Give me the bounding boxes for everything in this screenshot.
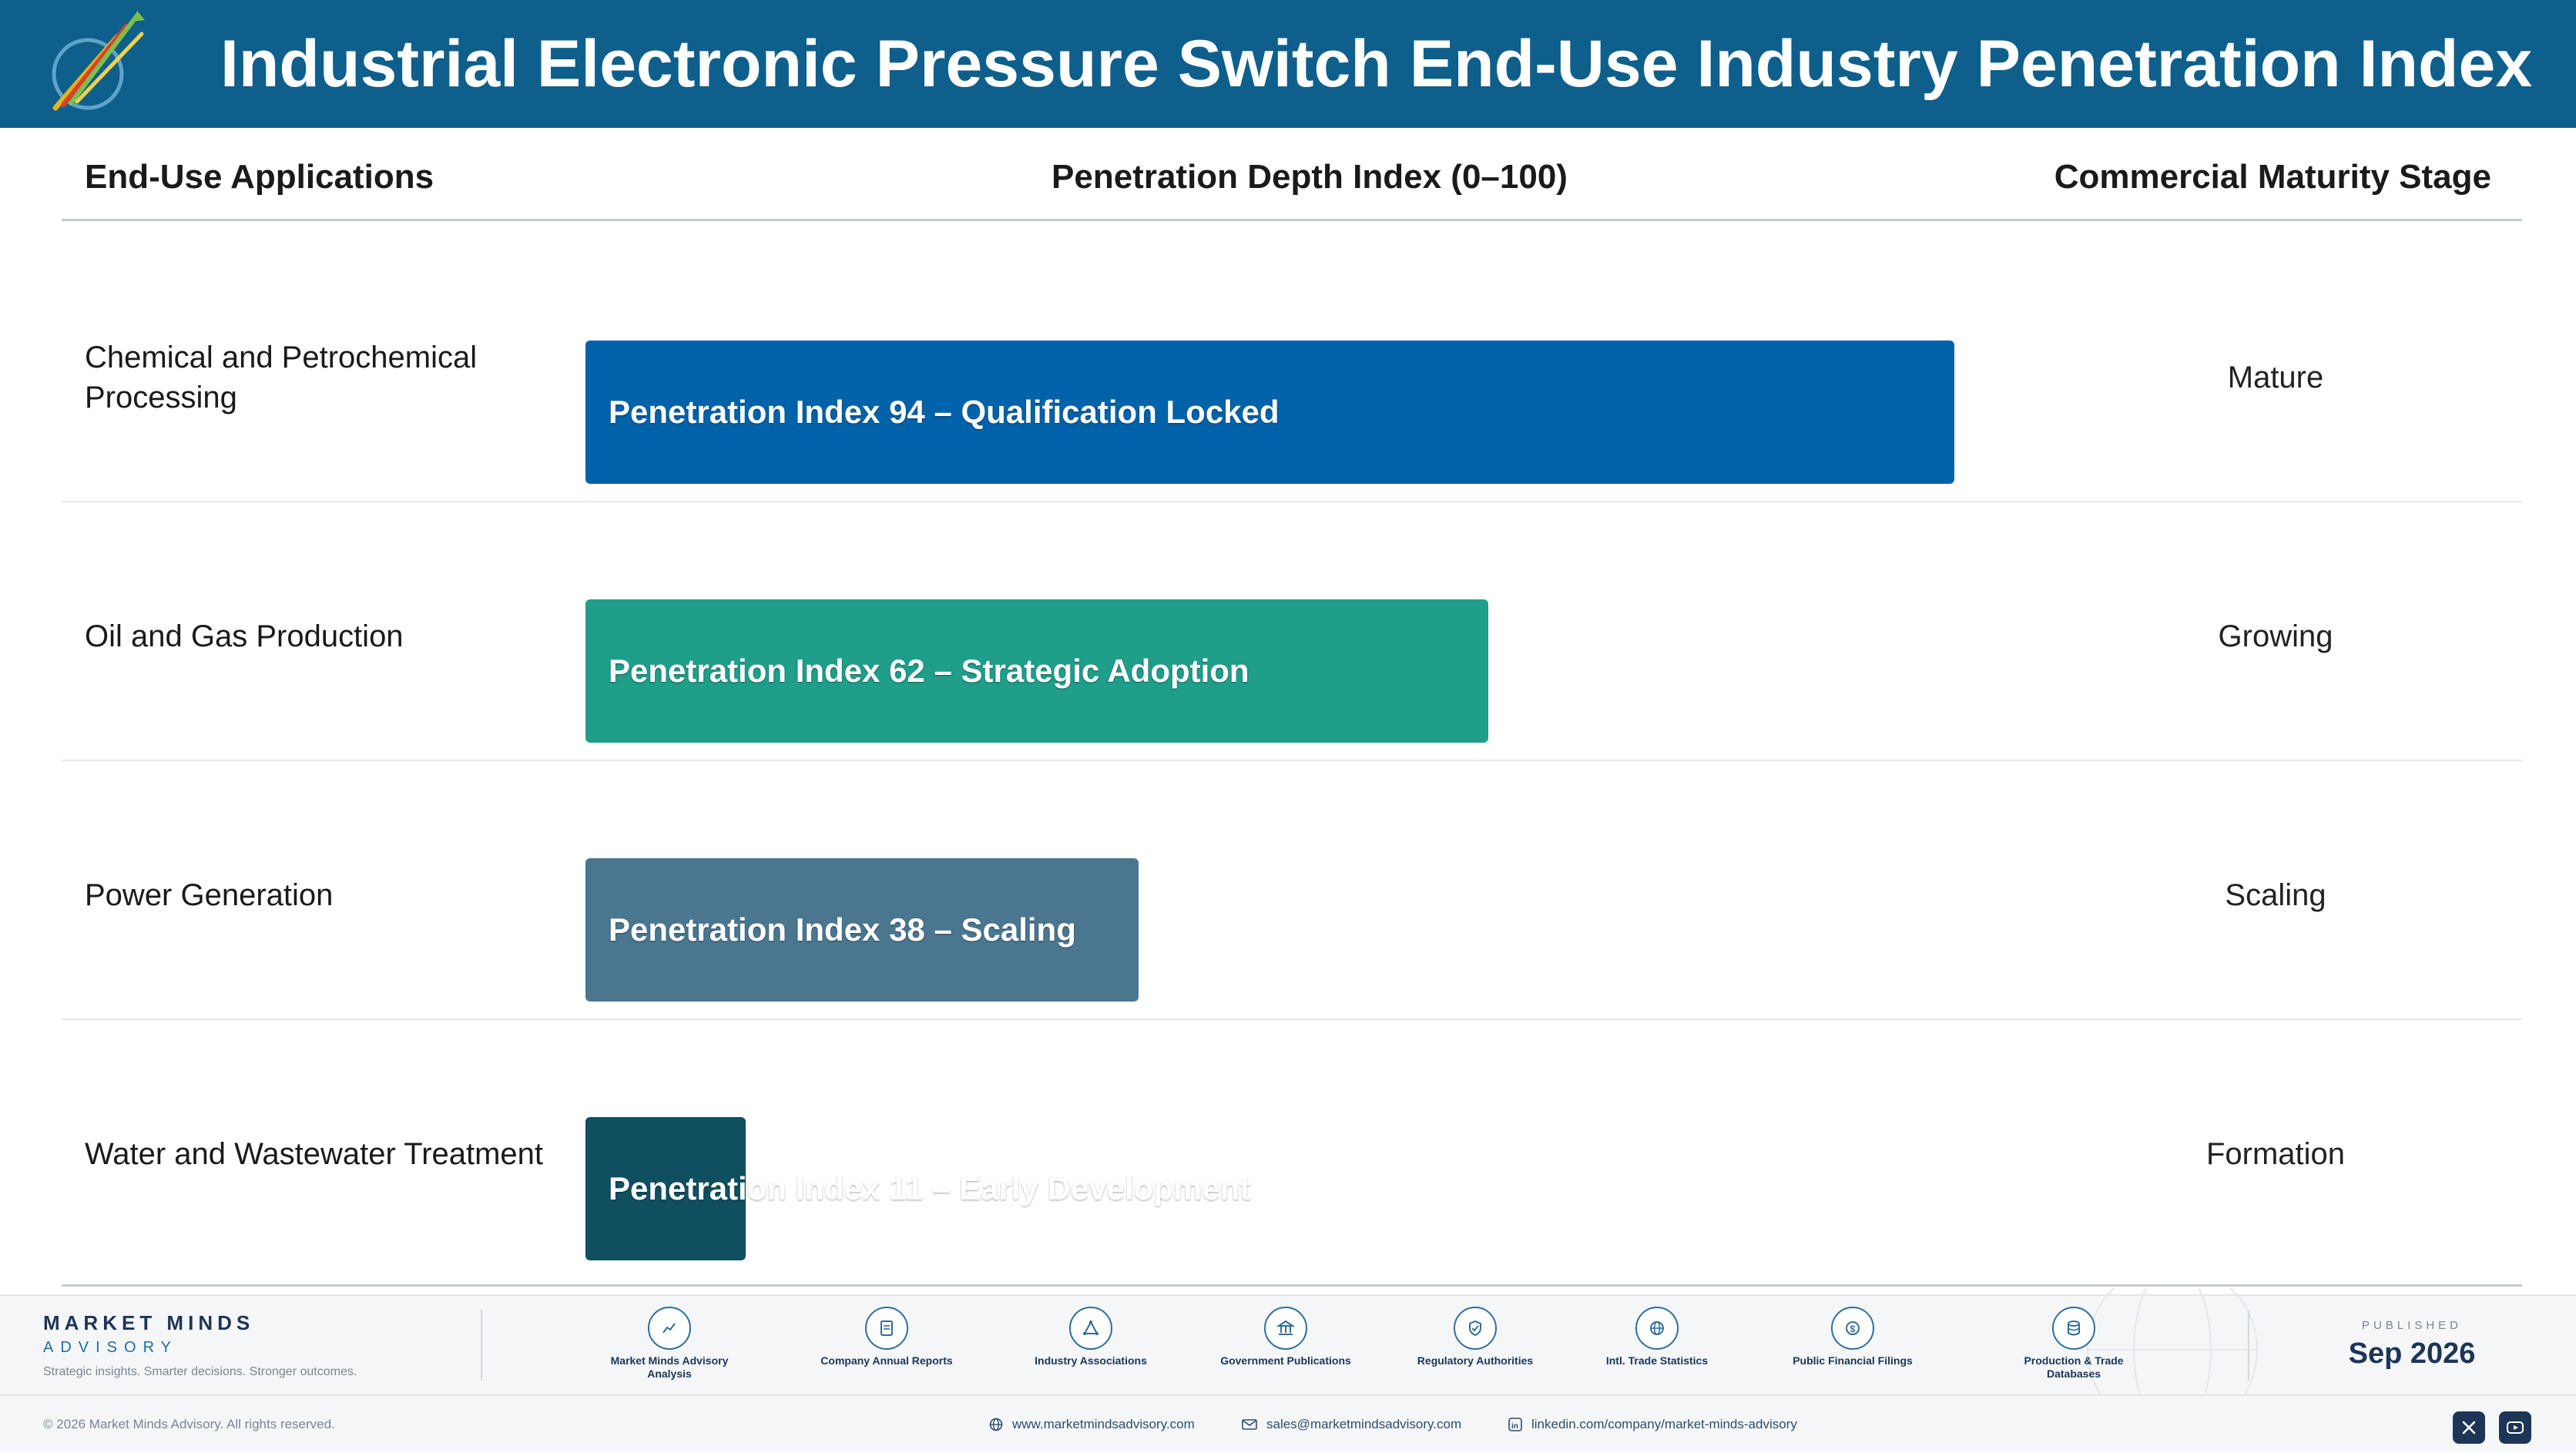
linkedin-text: linkedin.com/company/market-minds-adviso… xyxy=(1531,1417,1797,1431)
website-text: www.marketmindsadvisory.com xyxy=(1012,1417,1195,1431)
source-label: Public Financial Filings xyxy=(1793,1354,1913,1367)
youtube-social-button[interactable] xyxy=(2499,1411,2531,1444)
penetration-bar xyxy=(585,1117,746,1260)
application-label: Chemical and Petrochemical Processing xyxy=(85,341,478,414)
chart-row: Chemical and Petrochemical Processing Pen… xyxy=(62,248,2522,507)
footer-divider-right xyxy=(2248,1310,2249,1381)
header-divider xyxy=(62,219,2522,221)
footer-bottom-strip: © 2026 Market Minds Advisory. All rights… xyxy=(0,1394,2576,1453)
globe-icon xyxy=(989,1418,1003,1431)
application-label: Water and Wastewater Treatment xyxy=(85,1137,544,1171)
source-label: Intl. Trade Statistics xyxy=(1605,1354,1709,1367)
source-label: Company Annual Reports xyxy=(820,1354,953,1367)
source-item: Regulatory Authorities xyxy=(1398,1307,1552,1367)
bar-data-label: Penetration Index 38 – Scaling xyxy=(609,911,1076,948)
penetration-bar xyxy=(585,341,1954,484)
application-label: Oil and Gas Production xyxy=(85,619,404,653)
chart-row: Power Generation Penetration Index 38 – S… xyxy=(62,766,2522,1025)
column-header-penetration: Penetration Depth Index (0–100) xyxy=(1052,158,1568,196)
row-divider xyxy=(62,760,2522,761)
row-divider xyxy=(62,501,2522,502)
database-icon xyxy=(2052,1307,2095,1350)
globe-watermark-icon xyxy=(2087,1288,2258,1396)
source-item: Production & Trade Databases xyxy=(1997,1307,2151,1381)
copyright-text: © 2026 Market Minds Advisory. All rights… xyxy=(43,1417,335,1431)
play-icon xyxy=(2507,1421,2524,1434)
source-label: Production & Trade Databases xyxy=(2024,1354,2124,1380)
x-social-button[interactable] xyxy=(2453,1411,2485,1444)
row-divider xyxy=(62,1018,2522,1020)
company-logo xyxy=(52,11,145,111)
government-building-icon xyxy=(1264,1307,1307,1350)
maturity-stage: Formation xyxy=(2205,1137,2346,1171)
penetration-bar xyxy=(585,858,1139,1002)
x-logo-icon xyxy=(2462,1421,2476,1435)
network-icon xyxy=(1069,1307,1112,1350)
maturity-stage: Mature xyxy=(2227,361,2324,394)
brand-tagline: Strategic insights. Smarter decisions. S… xyxy=(43,1365,357,1378)
email-link[interactable]: sales@marketmindsadvisory.com xyxy=(1242,1396,1461,1453)
source-item: Industry Associations xyxy=(1014,1307,1168,1367)
column-header-applications: End-Use Applications xyxy=(85,158,434,196)
chart-row: Oil and Gas Production Penetration Index … xyxy=(62,507,2522,766)
bar-track: Penetration Index 38 – Scaling xyxy=(585,766,2126,1025)
bar-data-label: Penetration Index 94 – Qualification Loc… xyxy=(609,394,1280,430)
bar-data-label: Penetration Index 11 – Early Development xyxy=(609,1170,1251,1206)
globe-icon xyxy=(1635,1307,1679,1350)
header-banner: Industrial Electronic Pressure Switch En… xyxy=(0,0,2576,128)
source-label: Market Minds Advisory Analysis xyxy=(610,1354,729,1380)
maturity-stage: Growing xyxy=(2218,619,2333,653)
source-item: Intl. Trade Statistics xyxy=(1580,1307,1734,1367)
maturity-stage: Scaling xyxy=(2225,878,2326,912)
application-label: Power Generation xyxy=(85,878,334,912)
brand-name: MARKET MINDS xyxy=(43,1311,255,1334)
column-header-stage: Commercial Maturity Stage xyxy=(2054,158,2491,196)
svg-text:in: in xyxy=(1511,1422,1518,1431)
penetration-bar xyxy=(585,599,1488,743)
source-item: Government Publications xyxy=(1209,1307,1363,1367)
table-bottom-divider xyxy=(62,1284,2522,1287)
document-icon xyxy=(865,1307,908,1350)
published-label: PUBLISHED xyxy=(2361,1319,2463,1332)
trend-chart-icon xyxy=(648,1307,691,1350)
mail-icon xyxy=(1242,1419,1257,1430)
footer-divider-left xyxy=(481,1310,482,1381)
source-label: Regulatory Authorities xyxy=(1417,1354,1534,1367)
linkedin-icon: in xyxy=(1508,1418,1522,1431)
email-text: sales@marketmindsadvisory.com xyxy=(1266,1417,1462,1431)
source-label: Government Publications xyxy=(1220,1354,1351,1367)
source-item: Market Minds Advisory Analysis xyxy=(592,1307,746,1381)
source-label: Industry Associations xyxy=(1035,1354,1147,1367)
shield-check-icon xyxy=(1454,1307,1497,1350)
source-item: Company Annual Reports xyxy=(810,1307,964,1367)
bar-track: Penetration Index 62 – Strategic Adoptio… xyxy=(585,507,2126,766)
dollar-coin-icon: $ xyxy=(1831,1307,1874,1350)
brand-subtitle: ADVISORY xyxy=(43,1339,178,1356)
svg-text:$: $ xyxy=(1850,1324,1856,1334)
bar-data-label: Penetration Index 62 – Strategic Adoptio… xyxy=(609,653,1249,689)
chart-row: Water and Wastewater Treatment Penetratio… xyxy=(62,1025,2522,1284)
page-title: Industrial Electronic Pressure Switch En… xyxy=(220,27,2533,101)
bar-track: Penetration Index 94 – Qualification Loc… xyxy=(585,248,2126,507)
website-link[interactable]: www.marketmindsadvisory.com xyxy=(989,1396,1195,1453)
source-item: $ Public Financial Filings xyxy=(1776,1307,1930,1367)
footer: MARKET MINDS ADVISORY Strategic insights… xyxy=(0,1288,2576,1453)
published-date: Sep 2026 xyxy=(2348,1337,2476,1370)
linkedin-link[interactable]: in linkedin.com/company/market-minds-adv… xyxy=(1508,1396,1797,1453)
bar-track: Penetration Index 11 – Early Development xyxy=(585,1025,2126,1284)
